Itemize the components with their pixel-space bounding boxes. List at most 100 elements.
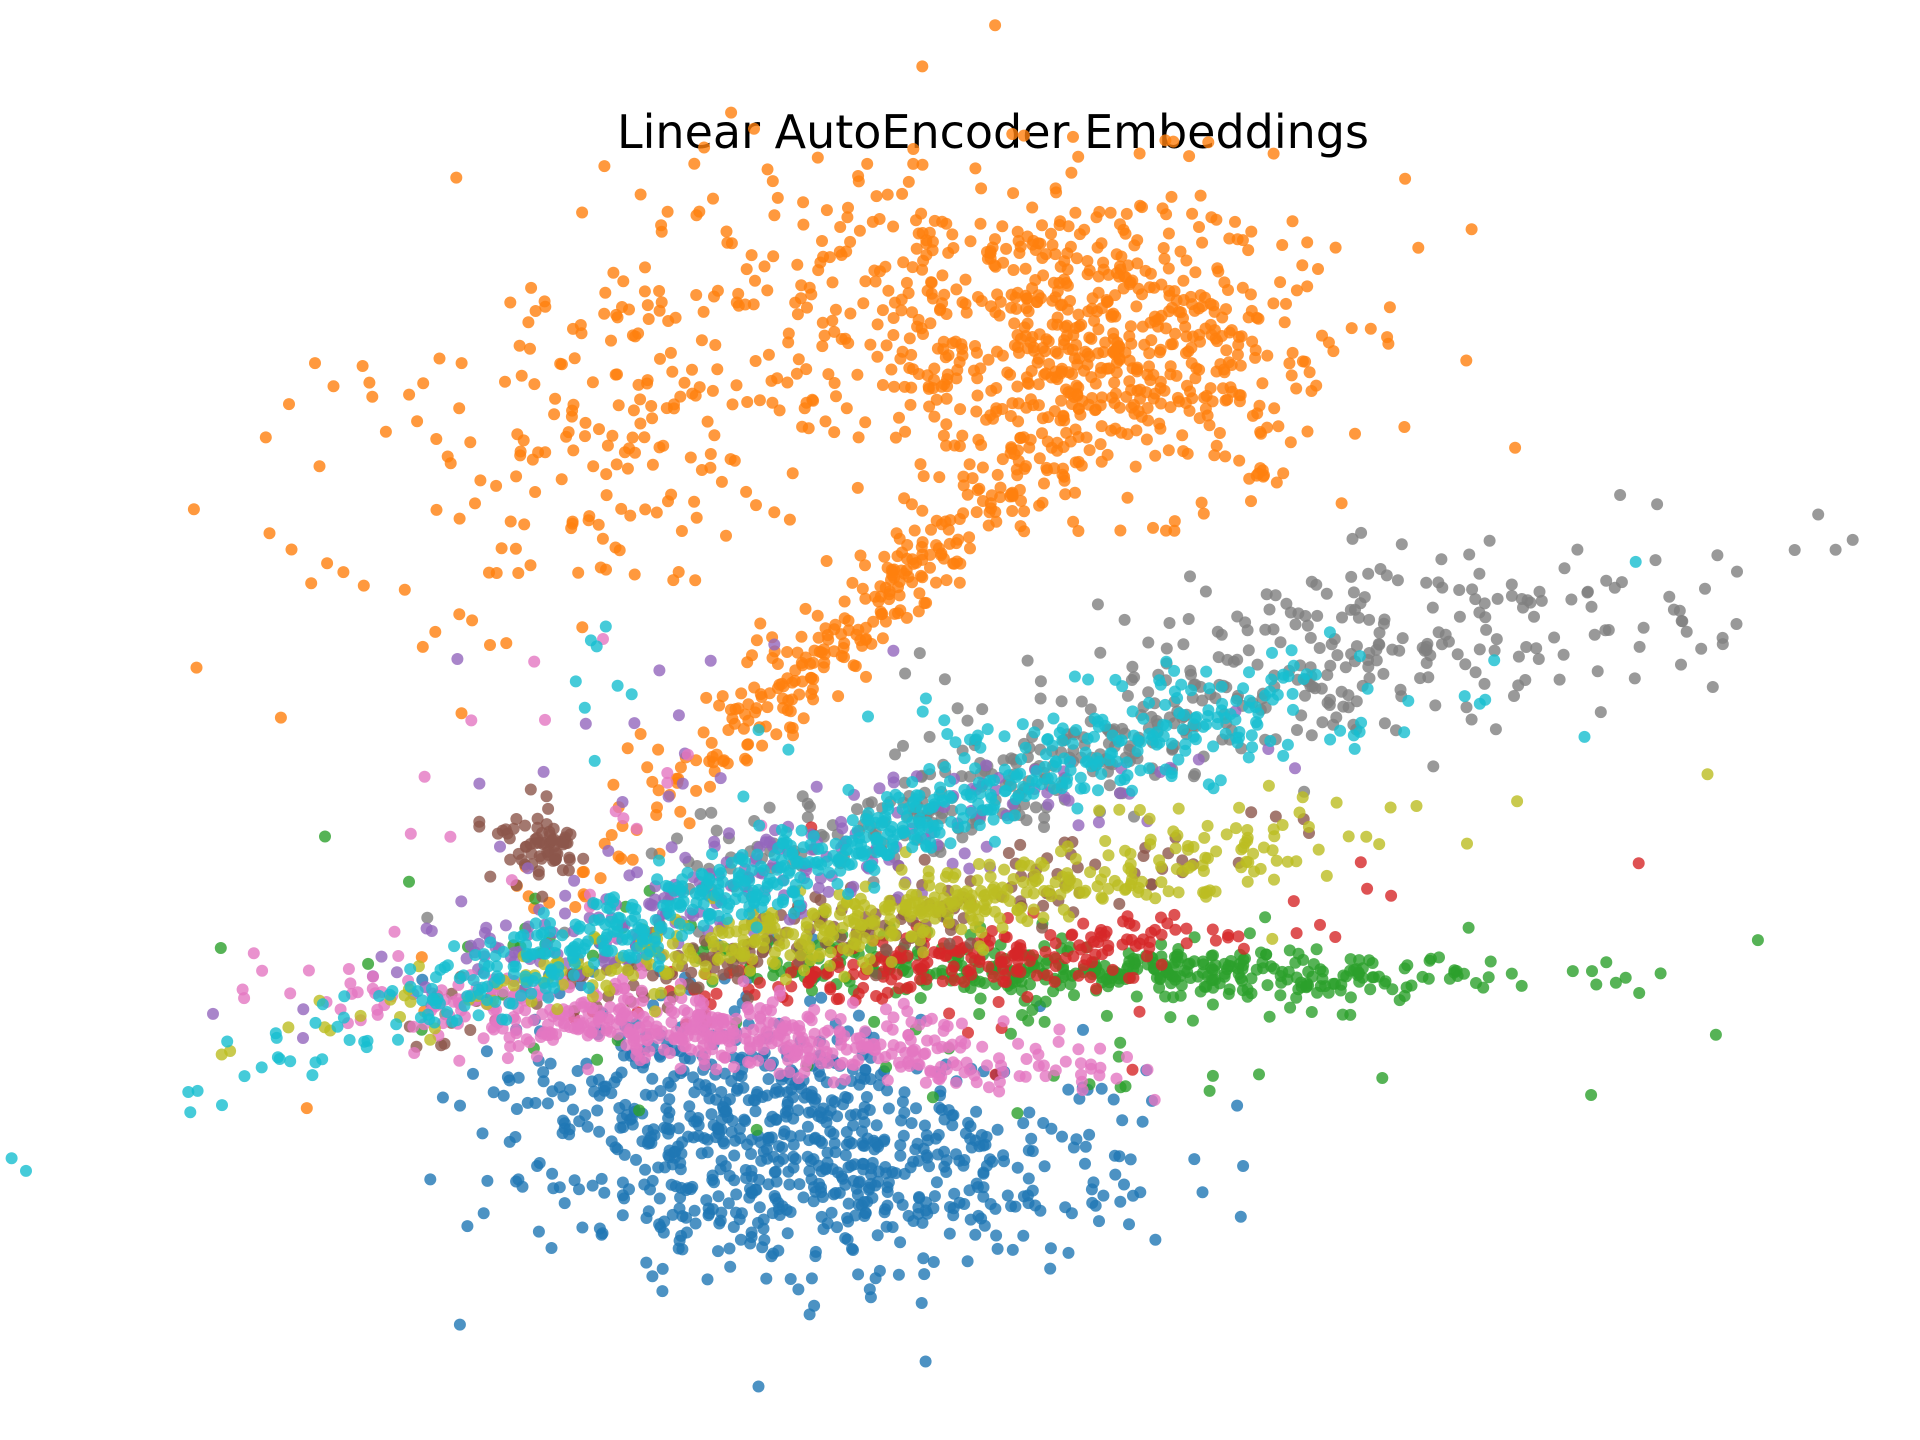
data-point bbox=[1039, 367, 1052, 380]
data-point bbox=[750, 702, 763, 715]
data-point bbox=[766, 955, 779, 968]
data-point bbox=[945, 895, 958, 908]
data-point bbox=[1162, 227, 1175, 240]
data-point bbox=[586, 376, 599, 389]
data-point bbox=[1267, 147, 1280, 160]
data-point bbox=[1166, 301, 1179, 314]
data-point bbox=[577, 852, 590, 865]
data-point bbox=[1125, 337, 1138, 350]
data-point bbox=[821, 629, 834, 642]
data-point bbox=[676, 777, 689, 790]
data-point bbox=[1335, 685, 1348, 698]
data-point bbox=[900, 611, 913, 624]
data-point bbox=[776, 1022, 789, 1035]
data-point bbox=[786, 467, 799, 480]
data-point bbox=[1701, 768, 1714, 781]
data-point bbox=[685, 966, 698, 979]
data-point bbox=[910, 242, 923, 255]
data-point bbox=[649, 893, 661, 906]
data-point bbox=[469, 497, 481, 510]
data-point bbox=[650, 809, 663, 821]
data-point bbox=[930, 539, 943, 552]
data-point bbox=[954, 557, 967, 570]
data-point bbox=[771, 658, 784, 670]
data-point bbox=[496, 824, 509, 837]
data-point bbox=[1335, 497, 1348, 510]
data-point bbox=[859, 592, 872, 605]
data-point bbox=[978, 1219, 991, 1232]
data-point bbox=[518, 518, 531, 531]
data-point bbox=[1101, 448, 1114, 461]
data-point bbox=[711, 363, 724, 376]
data-point bbox=[941, 1020, 954, 1033]
data-point bbox=[500, 637, 513, 650]
data-point bbox=[1517, 601, 1529, 614]
data-point bbox=[1460, 354, 1473, 367]
data-point bbox=[1197, 507, 1210, 520]
data-point bbox=[1196, 300, 1209, 313]
data-point bbox=[866, 1156, 879, 1169]
data-point bbox=[1465, 713, 1478, 726]
data-point bbox=[579, 717, 592, 730]
data-point bbox=[480, 1045, 493, 1058]
data-point bbox=[885, 956, 898, 968]
data-point bbox=[1012, 954, 1024, 967]
data-point bbox=[963, 458, 976, 471]
data-point bbox=[808, 644, 821, 657]
data-point bbox=[1036, 219, 1048, 232]
data-point bbox=[207, 1007, 219, 1020]
data-point bbox=[989, 19, 1002, 32]
data-point bbox=[1196, 694, 1209, 707]
data-point bbox=[1509, 441, 1522, 454]
data-point bbox=[1201, 819, 1214, 832]
data-point bbox=[905, 930, 918, 943]
data-point bbox=[441, 450, 454, 463]
data-point bbox=[351, 986, 364, 999]
data-point bbox=[1242, 244, 1255, 257]
data-point bbox=[1436, 638, 1448, 651]
data-point bbox=[970, 1076, 983, 1089]
data-point bbox=[1363, 672, 1376, 685]
data-point bbox=[963, 862, 976, 875]
data-point bbox=[936, 269, 949, 282]
data-point bbox=[539, 713, 551, 726]
data-point bbox=[1006, 397, 1019, 410]
data-point bbox=[1102, 849, 1115, 862]
data-point bbox=[997, 1015, 1010, 1028]
data-point bbox=[519, 819, 531, 832]
data-point bbox=[1269, 589, 1282, 602]
data-point bbox=[855, 1199, 868, 1212]
data-point bbox=[673, 917, 686, 930]
data-point bbox=[771, 372, 784, 385]
data-point bbox=[1087, 1176, 1100, 1189]
data-point bbox=[1148, 1093, 1161, 1106]
data-point bbox=[882, 1102, 895, 1115]
data-point bbox=[1290, 382, 1303, 395]
data-point bbox=[1001, 1189, 1014, 1202]
data-point bbox=[750, 634, 763, 647]
data-point bbox=[579, 1109, 592, 1122]
data-point bbox=[873, 1079, 885, 1092]
data-point bbox=[1206, 998, 1219, 1011]
data-point bbox=[674, 1157, 687, 1169]
data-point bbox=[1114, 787, 1127, 800]
data-point bbox=[1312, 263, 1324, 275]
data-point bbox=[300, 1102, 313, 1115]
data-point bbox=[745, 1164, 758, 1177]
data-point bbox=[666, 365, 679, 378]
data-point bbox=[531, 821, 544, 834]
data-point bbox=[792, 1044, 805, 1057]
data-point bbox=[1364, 322, 1377, 335]
data-point bbox=[969, 162, 982, 175]
data-point bbox=[888, 607, 901, 620]
data-point bbox=[983, 1153, 996, 1166]
data-point bbox=[1037, 269, 1050, 282]
data-point bbox=[1110, 366, 1123, 379]
data-point bbox=[871, 1229, 884, 1242]
data-point bbox=[958, 847, 971, 860]
data-point bbox=[1214, 358, 1227, 371]
data-point bbox=[769, 1165, 782, 1178]
data-point bbox=[723, 1169, 736, 1182]
data-point bbox=[571, 1065, 584, 1077]
